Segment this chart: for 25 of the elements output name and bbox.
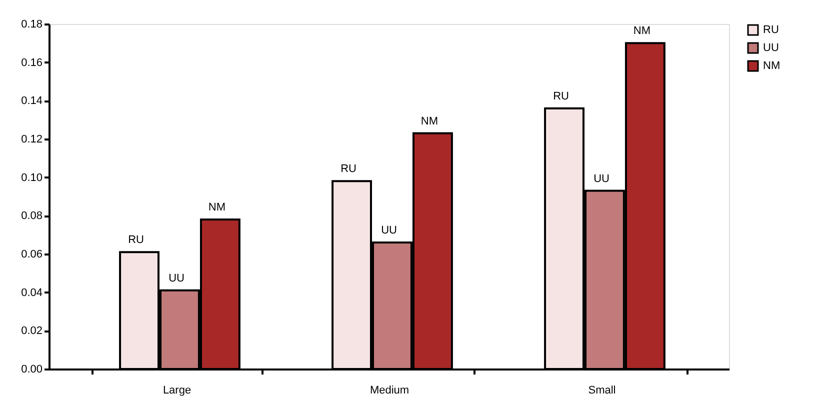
y-tick-label: 0.12: [21, 134, 42, 146]
data-label: UU: [168, 272, 184, 284]
data-label: RU: [553, 90, 570, 102]
legend-label: NM: [763, 60, 780, 72]
y-tick-label: 0.02: [21, 325, 42, 338]
y-tick-label: 0.14: [21, 95, 42, 108]
x-tick-label: Large: [162, 384, 192, 396]
y-tick-label: 0.04: [21, 286, 42, 299]
y-tick-label: 0.16: [21, 56, 42, 69]
data-label: RU: [340, 163, 357, 176]
data-label: NM: [208, 202, 226, 214]
data-label: RU: [128, 234, 144, 246]
y-tick-label: 0.18: [21, 18, 42, 30]
x-tick-label: Medium: [370, 384, 410, 396]
y-tick-label: 0.10: [21, 172, 42, 184]
data-label: NM: [420, 115, 438, 128]
y-tick-label: 0.00: [21, 364, 42, 376]
y-tick-label: 0.08: [21, 210, 42, 222]
x-tick-label: Small: [588, 384, 616, 396]
data-label: NM: [633, 25, 651, 38]
legend-label: UU: [763, 42, 779, 54]
data-label: UU: [381, 224, 397, 236]
legend-label: RU: [763, 24, 779, 36]
data-label: UU: [594, 172, 610, 185]
y-tick-label: 0.06: [21, 248, 42, 260]
